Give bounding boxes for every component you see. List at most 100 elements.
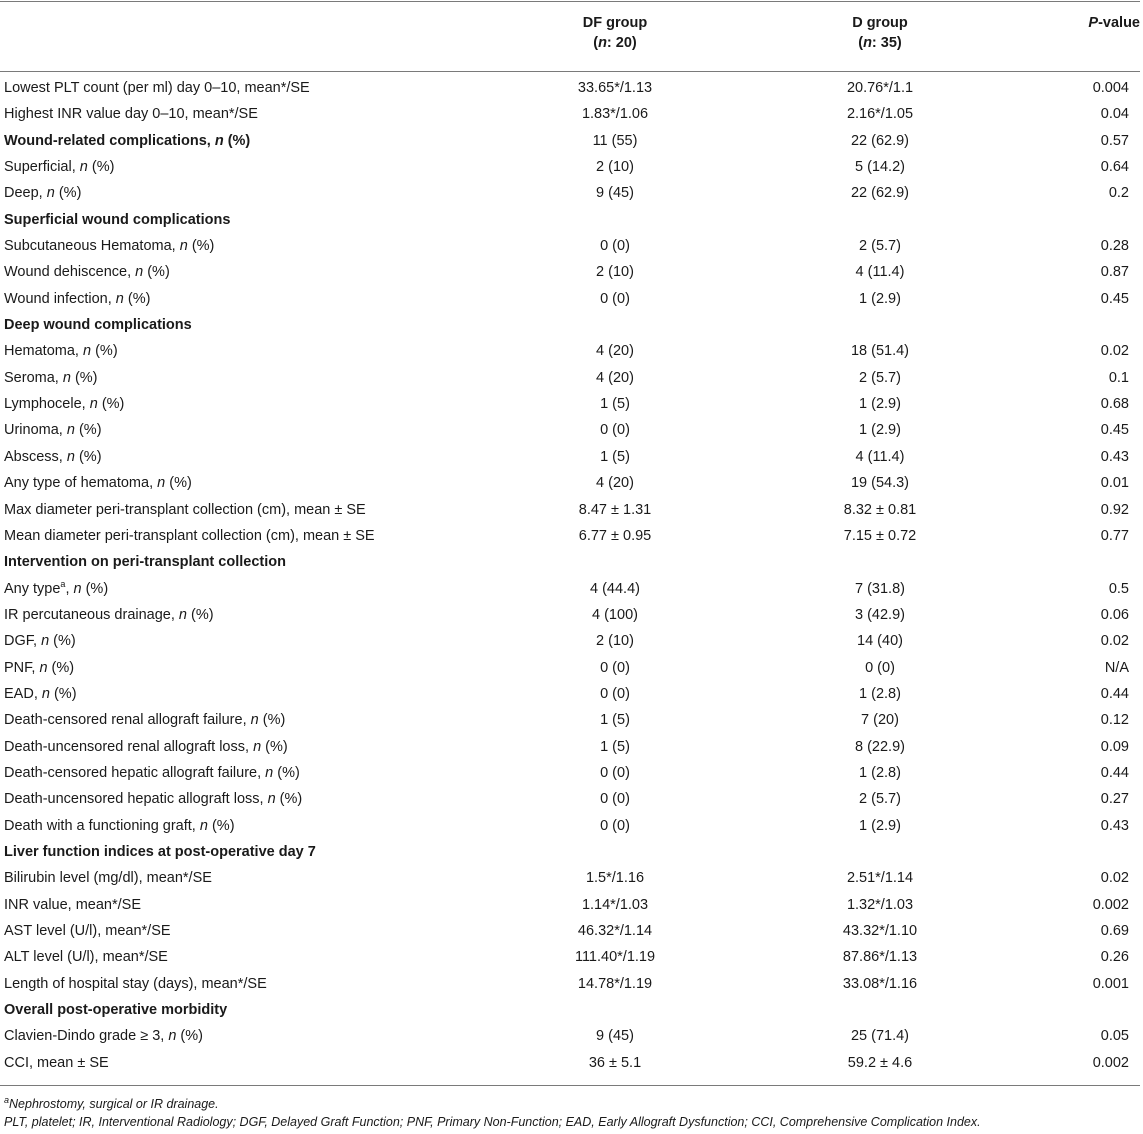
d-value: 5 (14.2) [855, 159, 905, 176]
header-df-n-value: : 20 [606, 35, 632, 51]
df-value: 2 (10) [596, 264, 634, 281]
d-value: 22 (62.9) [850, 185, 910, 202]
row-label: Clavien-Dindo grade ≥ 3, n (%) [4, 1023, 203, 1049]
p-value: 0.12 [1100, 712, 1129, 729]
df-value: 46.32*/1.14 [577, 923, 653, 939]
row-label: Lowest PLT count (per ml) day 0–10, mean… [4, 75, 310, 101]
table-row: Death with a functioning graft, n (%) 0 (… [0, 813, 1143, 839]
d-value: 1.32*/1.03 [846, 896, 914, 913]
row-label-n: n [135, 264, 144, 281]
row-label: Subcutaneous Hematoma, n (%) [4, 233, 214, 259]
row-label-post: (%) [123, 290, 151, 307]
p-value: 0.002 [1092, 1054, 1129, 1071]
p-value: 0.28 [1100, 238, 1129, 255]
row-label-post: (%) [261, 738, 288, 755]
p-value: 0.02 [1100, 633, 1129, 650]
row-label-pre: CCI, mean ± SE [4, 1054, 109, 1071]
p-value: 0.44 [1100, 685, 1129, 702]
row-label-post: (%) [49, 633, 76, 650]
header-d-title: D group [852, 15, 908, 31]
row-label-pre: Death-uncensored renal allograft loss, [4, 738, 254, 755]
row-label-pre: Abscess, [4, 448, 67, 465]
row-label: Highest INR value day 0–10, mean*/SE [4, 101, 258, 127]
row-label-n: n [89, 396, 98, 413]
row-label-n: n [39, 659, 48, 676]
header-p-italic: P [1088, 15, 1099, 31]
row-label: CCI, mean ± SE [4, 1050, 109, 1076]
df-value: 0 (0) [600, 764, 630, 781]
row-label: PNF, n (%) [4, 655, 74, 681]
df-value: 9 (45) [596, 1028, 634, 1045]
p-value: 0.09 [1100, 738, 1129, 755]
d-value: 25 (71.4) [850, 1028, 910, 1045]
row-label-n: n [46, 185, 55, 202]
table-row: Death-censored renal allograft failure, … [0, 707, 1143, 733]
row-label: Death-censored renal allograft failure, … [4, 707, 285, 733]
df-value: 0 (0) [600, 659, 630, 676]
row-label-pre: Death-censored renal allograft failure, [4, 712, 251, 729]
p-value: 0.05 [1100, 1028, 1129, 1045]
d-value: 2.51*/1.14 [846, 870, 914, 887]
p-value: 0.69 [1100, 923, 1129, 939]
row-label-pre: Wound-related complications, [4, 132, 215, 149]
row-label-pre: Wound dehiscence, [4, 264, 136, 281]
row-label-pre: PNF, [4, 659, 40, 676]
table-row: Death-uncensored renal allograft loss, n… [0, 734, 1143, 760]
section-row: Wound-related complications, n (%) 11 (55… [0, 128, 1143, 154]
row-label-pre: Lymphocele, [4, 396, 90, 413]
table-row: EAD, n (%) 0 (0) 1 (2.8) 0.44 [0, 681, 1143, 707]
row-label: EAD, n (%) [4, 681, 77, 707]
p-value: 0.45 [1100, 422, 1129, 439]
d-value: 1 (2.8) [859, 764, 901, 781]
row-label-n: n [66, 448, 75, 465]
df-value: 0 (0) [600, 290, 630, 307]
row-label-pre: IR percutaneous drainage, [4, 606, 179, 623]
row-label-n: n [73, 580, 82, 597]
table-row: Max diameter peri-transplant collection … [0, 497, 1143, 523]
df-value: 0 (0) [600, 791, 630, 808]
table-row: PNF, n (%) 0 (0) 0 (0) N/A [0, 655, 1143, 681]
row-label-pre: Death-uncensored hepatic allograft loss, [4, 791, 268, 808]
row-label-n: n [179, 238, 188, 255]
d-value: 8 (22.9) [855, 738, 905, 755]
row-label-n: n [168, 1028, 177, 1045]
bottom-rule [0, 1085, 1140, 1086]
row-label-pre: ALT level (U/l), mean*/SE [4, 949, 168, 966]
section-row: Overall post-operative morbidity [0, 997, 1143, 1023]
row-label-pre: EAD, [4, 685, 42, 702]
row-label-n: n [41, 685, 50, 702]
p-value: 0.44 [1100, 764, 1129, 781]
row-label: ALT level (U/l), mean*/SE [4, 944, 168, 970]
p-value: 0.27 [1100, 791, 1129, 808]
row-label: IR percutaneous drainage, n (%) [4, 602, 214, 628]
table-row: AST level (U/l), mean*/SE 46.32*/1.14 43.3… [0, 918, 1143, 944]
row-label-post: (%) [187, 238, 215, 255]
df-value: 4 (20) [596, 475, 634, 492]
df-value: 1 (5) [600, 712, 630, 729]
d-value: 7 (20) [861, 712, 899, 729]
row-label-post: (%) [74, 448, 102, 465]
table-row: ALT level (U/l), mean*/SE 111.40*/1.19 87.… [0, 944, 1143, 970]
header-df-n: (n: 20) [593, 35, 637, 51]
d-value: 2 (5.7) [859, 369, 901, 386]
df-value: 11 (55) [592, 132, 638, 149]
table-row: Wound infection, n (%) 0 (0) 1 (2.9) 0.45 [0, 286, 1143, 312]
table-row: Clavien-Dindo grade ≥ 3, n (%) 9 (45) 25 (… [0, 1023, 1143, 1049]
row-label-pre: Superficial, [4, 159, 80, 176]
table-body: Lowest PLT count (per ml) day 0–10, mean… [0, 75, 1143, 1076]
row-label-post: (%) [47, 659, 75, 676]
row-label: AST level (U/l), mean*/SE [4, 918, 171, 944]
p-value: 0.45 [1100, 290, 1129, 307]
row-label: Lymphocele, n (%) [4, 391, 124, 417]
row-label-n: n [178, 606, 187, 623]
header-df-group: DF group (n: 20) [485, 13, 745, 53]
section-row: Intervention on peri-transplant collecti… [0, 549, 1143, 575]
header-df-title: DF group [582, 15, 648, 31]
row-label-pre: Liver function indices at post-operative… [4, 843, 316, 860]
header-d-n-label: n [863, 35, 872, 51]
df-value: 0 (0) [600, 817, 630, 834]
row-label: Abscess, n (%) [4, 444, 102, 470]
row-label: INR value, mean*/SE [4, 892, 141, 918]
p-value: 0.06 [1100, 606, 1129, 623]
